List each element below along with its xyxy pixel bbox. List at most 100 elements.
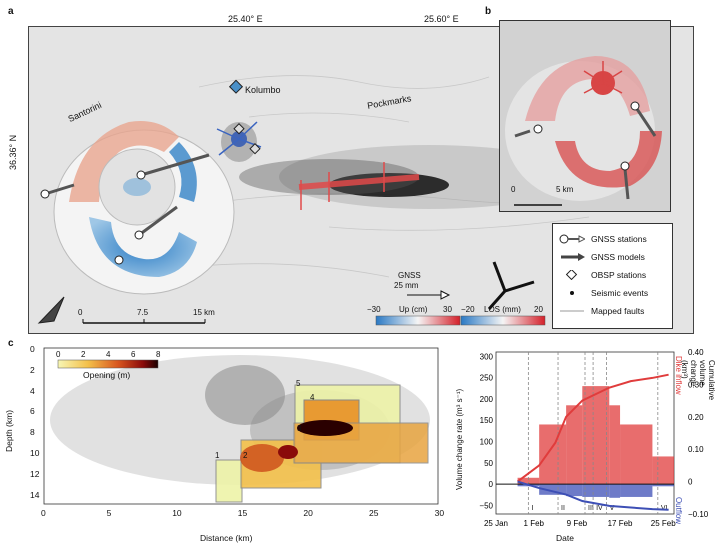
volume-chart-y2label: Cumulative volume change (km³) <box>680 360 716 401</box>
panel-c-y-tick: 8 <box>30 427 35 438</box>
phase-label: VI <box>661 505 668 512</box>
panel-c-y-tick: 10 <box>30 448 40 458</box>
y-tick: 150 <box>480 416 494 425</box>
kolumbo-label: Kolumbo <box>245 85 281 95</box>
legend-item-seismic-events: Seismic events <box>559 286 648 300</box>
up-colorbar <box>375 315 461 326</box>
y2-tick: 0.40 <box>688 348 704 357</box>
lon-label-2: 25.60° E <box>424 14 459 24</box>
bar-outflow <box>539 484 567 495</box>
panel-c-y-tick: 2 <box>30 364 35 375</box>
panel-c-y-tick: 4 <box>30 385 35 396</box>
panel-c-x-tick: 0 <box>41 508 46 518</box>
panel-c-y-tick: 6 <box>30 406 35 417</box>
map-b-canvas <box>500 21 670 211</box>
gnss-scale-label: GNSS <box>398 271 421 280</box>
panel-label-a: a <box>8 6 14 17</box>
phase-label: III <box>588 505 594 512</box>
x-tick: 17 Feb <box>608 519 633 528</box>
panel-c-x-tick: 10 <box>172 508 182 518</box>
cumulative-line-outflow <box>517 480 669 511</box>
gnss-scale-value: 25 mm <box>394 281 419 290</box>
panel-c-y-tick: 14 <box>30 489 40 500</box>
lon-label-1: 25.40° E <box>228 14 263 24</box>
opening-colorbar-tick: 8 <box>156 350 161 359</box>
y-tick: −50 <box>479 501 493 510</box>
patch-4: 4 <box>310 393 315 402</box>
opening-colorbar-tick: 0 <box>56 350 61 359</box>
bar-inflow <box>582 386 610 485</box>
bar-outflow <box>652 484 674 487</box>
legend-item-mapped-faults: Mapped faults <box>560 306 645 316</box>
bar-outflow <box>582 484 610 497</box>
x-tick: 25 Feb <box>651 519 676 528</box>
y-tick: 100 <box>480 438 494 447</box>
kolumbo-volcano <box>216 79 262 156</box>
scalebar-b-tick-1: 5 km <box>556 185 574 194</box>
volume-chart-xlabel: Date <box>556 533 574 543</box>
up-colorbar-max: 30 <box>443 305 452 314</box>
y-tick: 0 <box>489 480 494 489</box>
up-colorbar-min: −30 <box>367 305 381 314</box>
panel-label-c: c <box>8 338 14 349</box>
gnss-stations <box>40 153 210 265</box>
north-arrow-icon <box>37 296 65 324</box>
panel-c-y-tick: 0 <box>30 344 35 354</box>
scalebar-a-tick-2: 15 km <box>193 308 215 317</box>
opening-colorbar-tick: 2 <box>81 350 86 359</box>
y2-tick: 0.30 <box>688 380 704 389</box>
panel-c-x-tick: 15 <box>237 508 248 518</box>
scalebar-a-tick-1: 7.5 <box>137 308 149 317</box>
volume-chart-ylabel: Volume change rate (m³ s⁻¹) <box>455 388 464 490</box>
panel-c-x-tick: 30 <box>434 508 445 518</box>
x-tick: 25 Jan <box>484 519 508 528</box>
y-tick: 200 <box>480 395 494 404</box>
bar-inflow <box>517 477 540 485</box>
y2-tick: 0.10 <box>688 445 704 454</box>
patch-5: 5 <box>296 379 301 388</box>
y2-tick: −0.10 <box>688 510 709 519</box>
y2-tick: 0.20 <box>688 413 704 422</box>
los-colorbar-min: −20 <box>461 305 475 314</box>
scalebar-a-tick-0: 0 <box>78 308 83 317</box>
phase-label: IV <box>596 505 603 512</box>
bar-outflow <box>609 484 621 498</box>
bar-inflow <box>652 456 674 485</box>
series-label: Outflow <box>674 497 683 524</box>
patch-2: 2 <box>243 451 248 460</box>
opening-colorbar-tick: 6 <box>131 350 136 359</box>
satellite-look-icon <box>487 261 535 310</box>
opening-patches <box>215 384 429 503</box>
panel-c-xlabel: Distance (km) <box>200 533 253 543</box>
panel-c-y-tick: 12 <box>30 468 40 479</box>
legend-item-gnss-models: GNSS models <box>559 250 645 264</box>
los-colorbar-max: 20 <box>534 305 543 314</box>
opening-colorbar-label: Opening (m) <box>83 370 131 380</box>
bar-inflow <box>620 424 653 485</box>
x-tick: 1 Feb <box>524 519 545 528</box>
bar-outflow <box>566 484 583 497</box>
bar-outflow <box>620 484 653 497</box>
y2-tick: 0 <box>688 478 693 487</box>
patch-3: 3 <box>297 424 302 433</box>
legend-item-obsp-stations: OBSP stations <box>559 268 646 282</box>
panel-label-b: b <box>485 6 492 17</box>
los-colorbar <box>460 315 546 326</box>
phase-label: I <box>531 505 533 512</box>
series-label: Dike inflow <box>674 356 683 395</box>
map-panel-b: 0 5 km <box>499 20 671 212</box>
x-tick: 9 Feb <box>567 519 588 528</box>
lat-label: 36.36° N <box>8 134 18 170</box>
bar-inflow <box>539 424 567 485</box>
panel-c-left: Opening (m) 1 2 3 4 5 Distance (km) Dept… <box>0 340 450 549</box>
phase-label: V <box>610 505 615 512</box>
up-colorbar-label: Up (cm) <box>399 305 428 314</box>
bar-inflow <box>609 405 621 485</box>
legend-item-gnss-stations: GNSS stations <box>559 232 647 246</box>
phase-label: II <box>561 505 565 512</box>
y-tick: 300 <box>480 352 494 361</box>
y-tick: 50 <box>484 459 493 468</box>
opening-colorbar <box>57 359 159 369</box>
y-tick: 250 <box>480 374 494 383</box>
